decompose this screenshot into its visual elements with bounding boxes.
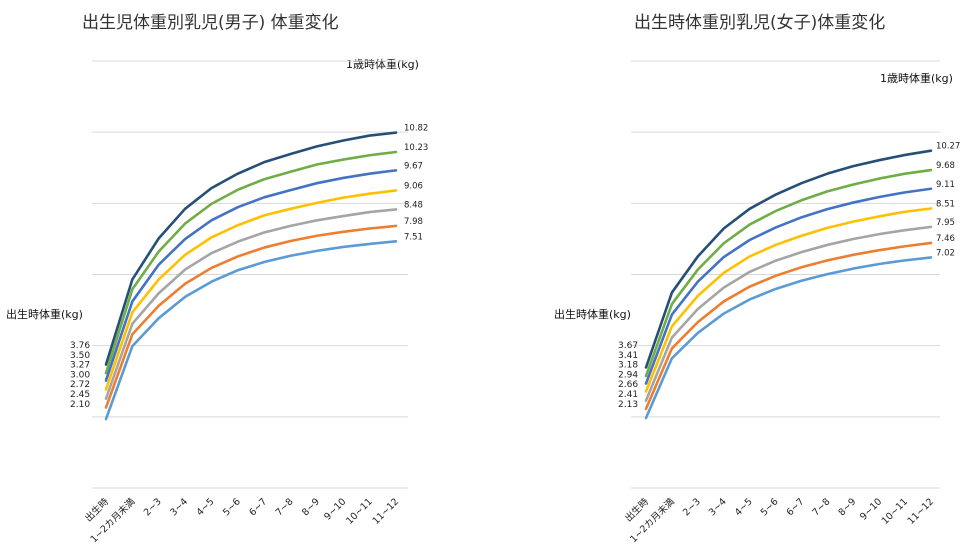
start-weight-label: 2.13 bbox=[618, 400, 638, 410]
start-weight-label: 2.66 bbox=[618, 380, 638, 390]
start-weight-label: 3.76 bbox=[70, 341, 90, 351]
start-weight-label: 3.41 bbox=[618, 351, 638, 361]
x-category-label: 7~8 bbox=[274, 496, 296, 518]
end-axis-label: 1歳時体重(kg) bbox=[880, 72, 953, 85]
x-category-label: 3~4 bbox=[707, 496, 729, 518]
start-weight-label: 2.72 bbox=[70, 380, 90, 390]
end-weight-label: 8.48 bbox=[404, 200, 423, 210]
x-category-label: 5~6 bbox=[221, 496, 243, 518]
end-weight-label: 9.68 bbox=[936, 161, 955, 171]
series-line bbox=[644, 168, 933, 378]
x-category-label: 11~12 bbox=[371, 496, 402, 527]
end-weight-label: 10.27 bbox=[936, 142, 960, 152]
x-category-label: 8~9 bbox=[300, 496, 322, 518]
chart-boys: 出生児体重別乳児(男子) 体重変化 1歳時体重(kg) 出生時体重(kg) 3.… bbox=[0, 0, 488, 557]
series-line bbox=[644, 256, 933, 420]
series-line bbox=[104, 169, 398, 382]
series-line bbox=[644, 207, 933, 393]
start-axis-label: 出生時体重(kg) bbox=[6, 308, 83, 321]
series-line bbox=[644, 149, 933, 369]
start-weight-label: 2.45 bbox=[70, 390, 90, 400]
start-axis-label: 出生時体重(kg) bbox=[554, 308, 631, 321]
start-weight-label: 3.50 bbox=[70, 351, 90, 361]
start-weight-label: 2.94 bbox=[618, 370, 638, 380]
end-weight-label: 9.11 bbox=[936, 180, 955, 190]
x-category-label: 4~5 bbox=[733, 496, 755, 518]
x-category-label: 10~11 bbox=[880, 496, 911, 527]
x-category-label: 5~6 bbox=[759, 496, 781, 518]
x-category-label: 6~7 bbox=[247, 496, 269, 518]
end-weight-label: 7.02 bbox=[936, 248, 955, 258]
x-category-label: 2~3 bbox=[142, 496, 164, 518]
chart-title: 出生児体重別乳児(男子) 体重変化 bbox=[82, 13, 339, 33]
end-weight-label: 10.23 bbox=[404, 143, 428, 153]
series-line bbox=[104, 131, 398, 366]
series-line bbox=[104, 224, 398, 409]
series-line bbox=[104, 240, 398, 421]
series-line bbox=[644, 187, 933, 385]
end-weight-label: 7.98 bbox=[404, 217, 423, 227]
x-category-label: 2~3 bbox=[681, 496, 703, 518]
x-category-label: 4~5 bbox=[195, 496, 217, 518]
x-category-label: 1~2カ月未満 bbox=[88, 495, 138, 545]
x-category-label: 3~4 bbox=[168, 496, 190, 518]
end-weight-label: 9.67 bbox=[404, 161, 423, 171]
x-category-label: 8~9 bbox=[836, 496, 858, 518]
x-category-label: 11~12 bbox=[906, 496, 937, 527]
end-weight-label: 7.51 bbox=[404, 232, 423, 242]
chart-plot-area: 3.673.413.182.942.662.412.13 10.27 9.68 9.1… bbox=[618, 60, 960, 545]
start-weight-label: 3.27 bbox=[70, 361, 90, 371]
x-category-label: 7~8 bbox=[811, 496, 833, 518]
end-weight-label: 10.82 bbox=[404, 124, 428, 134]
series-line bbox=[104, 189, 398, 391]
chart-girls: 出生時体重別乳児(女子)体重変化 1歳時体重(kg) 出生時体重(kg) 3.6… bbox=[488, 0, 977, 557]
chart-title: 出生時体重別乳児(女子)体重変化 bbox=[634, 13, 886, 33]
end-weight-label: 8.51 bbox=[936, 199, 955, 209]
start-weight-label: 3.67 bbox=[618, 341, 638, 351]
series-line bbox=[104, 208, 398, 400]
series-line bbox=[644, 241, 933, 411]
end-weight-label: 9.06 bbox=[404, 181, 423, 191]
end-weight-label: 7.46 bbox=[936, 234, 955, 244]
start-weight-label: 2.41 bbox=[618, 390, 638, 400]
end-weight-label: 7.95 bbox=[936, 218, 955, 228]
series-line bbox=[104, 150, 398, 375]
x-category-label: 10~11 bbox=[344, 496, 375, 527]
x-category-label: 6~7 bbox=[785, 496, 807, 518]
start-weight-label: 2.10 bbox=[70, 400, 90, 410]
start-weight-label: 3.00 bbox=[70, 370, 90, 380]
chart-plot-area: 3.763.503.273.002.722.452.10 10.82 10.23 9.… bbox=[70, 60, 428, 545]
series-line bbox=[644, 225, 933, 402]
start-weight-label: 3.18 bbox=[618, 361, 638, 371]
